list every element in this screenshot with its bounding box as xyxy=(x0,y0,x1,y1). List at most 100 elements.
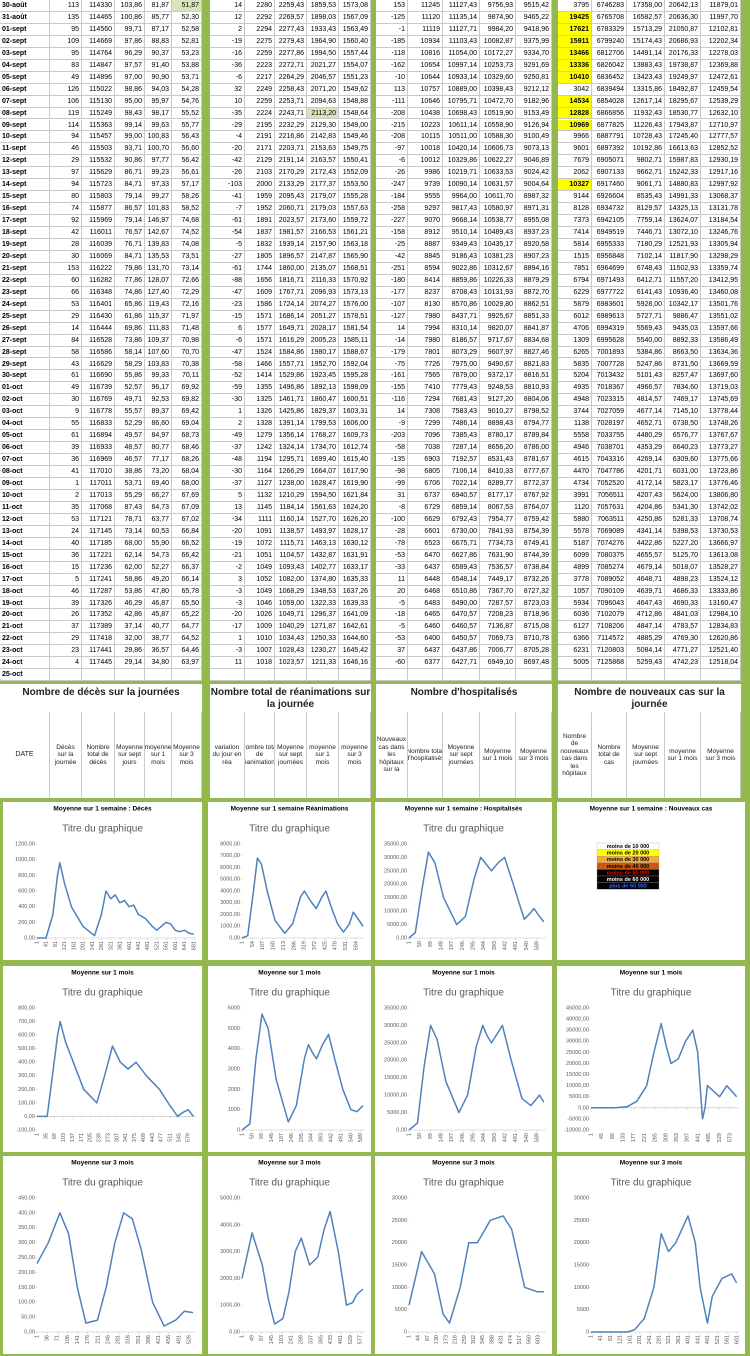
table-cell: 1046 xyxy=(245,597,275,610)
table-cell: 8798,52 xyxy=(516,406,552,419)
table-cell: 10082,87 xyxy=(480,35,516,48)
table-cell: -54 xyxy=(210,227,245,239)
table-cell: -58 xyxy=(210,358,245,371)
x-tick-label: 141 xyxy=(75,1335,81,1344)
table-cell: -78 xyxy=(376,537,408,550)
table-cell: 2062 xyxy=(558,167,592,180)
table-cell: 1630,12 xyxy=(339,537,371,550)
table-cell: 9817,43 xyxy=(443,203,480,216)
date-cell: 04-oct xyxy=(0,418,50,431)
chart-title: Titre du graphique xyxy=(423,988,504,999)
x-tick-label: 197 xyxy=(279,1133,285,1142)
table-cell: 116222 xyxy=(82,262,115,275)
table-cell: 6523 xyxy=(408,537,443,550)
table-cell: -15 xyxy=(210,310,245,323)
table-cell: 103,83 xyxy=(145,358,172,371)
table-cell: 1493,97 xyxy=(307,525,339,538)
table-cell: 2166,53 xyxy=(307,227,339,239)
table-cell: 13460,08 xyxy=(701,286,741,299)
x-tick-label: 361 xyxy=(676,1335,682,1344)
table-cell: 14 xyxy=(376,406,408,419)
table-cell: 12472,61 xyxy=(701,71,741,84)
table-cell: 6812706 xyxy=(592,47,627,60)
table-cell: 1548,64 xyxy=(339,107,371,120)
table-cell: 7385,43 xyxy=(443,430,480,443)
table-cell: 1860,47 xyxy=(307,394,339,407)
table-cell: 40,77 xyxy=(145,621,172,634)
table-cell: -184 xyxy=(376,191,408,204)
table-cell xyxy=(480,669,516,682)
table-cell: 87,17 xyxy=(145,23,172,36)
table-cell: 7043316 xyxy=(592,454,627,467)
column-header: Moyenne sur 1 mois xyxy=(480,712,516,798)
table-cell: 30 xyxy=(50,250,82,263)
table-cell: 1127 xyxy=(245,478,275,490)
table-cell: -125 xyxy=(376,11,408,24)
table-cell: 10327 xyxy=(558,179,592,192)
table-cell: 8073,29 xyxy=(443,346,480,359)
y-tick-label: 8000,00 xyxy=(220,841,240,847)
y-tick-label: 400,00 xyxy=(18,1060,35,1066)
table-cell: 1557,63 xyxy=(339,203,371,216)
date-cell: 20-oct xyxy=(0,609,50,622)
table-cell: 13551,02 xyxy=(701,310,741,323)
chart-title: Titre du graphique xyxy=(249,988,330,999)
table-cell: 29,86 xyxy=(115,645,145,658)
table-cell xyxy=(443,669,480,682)
x-tick-label: 50 xyxy=(417,941,423,947)
table-cell: 63,77 xyxy=(145,513,172,526)
table-cell: -61 xyxy=(210,262,245,275)
table-cell: 65,22 xyxy=(172,609,202,622)
table-cell: -75 xyxy=(376,358,408,371)
table-cell: 20636,30 xyxy=(665,11,701,24)
x-tick-label: 1 xyxy=(239,941,245,944)
table-cell: 6127 xyxy=(558,621,592,634)
table-cell: 20686,93 xyxy=(665,35,701,48)
date-cell: 01-sept xyxy=(0,23,50,36)
table-cell: 14 xyxy=(210,0,245,12)
table-cell: 98,43 xyxy=(115,107,145,120)
table-cell: 1642,61 xyxy=(339,621,371,634)
table-block xyxy=(210,0,371,682)
table-cell: 32,00 xyxy=(115,633,145,646)
table-cell: 6854028 xyxy=(592,95,627,108)
table-cell: 1326 xyxy=(245,406,275,419)
table-cell: 111,83 xyxy=(145,322,172,335)
table-cell: 1132 xyxy=(245,489,275,502)
table-cell: -60 xyxy=(376,657,408,670)
date-cell: 18-oct xyxy=(0,585,50,598)
table-cell: 114896 xyxy=(82,71,115,84)
y-tick-label: 7000,00 xyxy=(220,853,240,859)
y-tick-label: 5000,00 xyxy=(387,1110,407,1116)
x-tick-label: 81 xyxy=(608,1335,614,1341)
table-cell: 1898,03 xyxy=(307,11,339,24)
date-cell: 19-oct xyxy=(0,597,50,610)
table-cell: 89,37 xyxy=(145,406,172,419)
table-cell: 116430 xyxy=(82,310,115,323)
table-cell: 6949,10 xyxy=(480,657,516,670)
table-cell: -49 xyxy=(210,430,245,443)
table-cell: 90,37 xyxy=(145,47,172,60)
table-cell: 7410 xyxy=(408,382,443,395)
table-cell: 117418 xyxy=(82,633,115,646)
table-cell: 7102,14 xyxy=(627,250,665,263)
table-cell: 67,02 xyxy=(172,513,202,526)
table-cell: -247 xyxy=(376,179,408,192)
table-cell: 1374,80 xyxy=(307,573,339,586)
table-cell: 62,00 xyxy=(115,561,145,574)
x-tick-label: 130 xyxy=(434,1335,440,1344)
table-cell: 16613,63 xyxy=(665,143,701,156)
table-cell: 1635,33 xyxy=(339,573,371,586)
table-cell: 1560,40 xyxy=(339,35,371,48)
table-cell: 7145,10 xyxy=(665,406,701,419)
column-header: Nombre total de réanimations xyxy=(245,712,275,798)
table-cell: 1744 xyxy=(245,262,275,275)
y-tick-label: 0,00 xyxy=(229,935,240,941)
table-cell: 5341,30 xyxy=(665,501,701,514)
table-cell: 135 xyxy=(50,11,82,24)
table-cell: 10410 xyxy=(558,71,592,84)
table-cell: 6746283 xyxy=(592,0,627,12)
table-cell: 36,57 xyxy=(145,645,172,658)
y-tick-label: 50,00 xyxy=(21,1315,35,1321)
table-cell: 2 xyxy=(210,418,245,431)
